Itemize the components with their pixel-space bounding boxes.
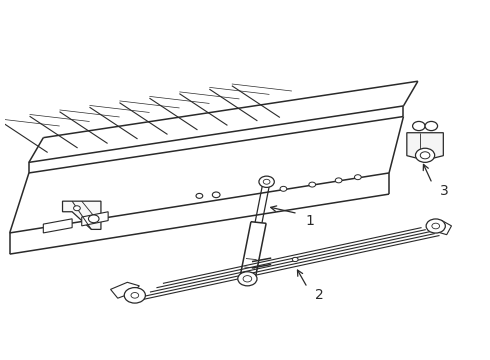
Circle shape: [212, 192, 220, 198]
Circle shape: [426, 219, 445, 233]
Circle shape: [89, 215, 99, 223]
Circle shape: [293, 257, 298, 262]
Circle shape: [309, 182, 316, 187]
Circle shape: [259, 176, 274, 188]
Text: 2: 2: [315, 288, 323, 302]
Circle shape: [74, 206, 80, 211]
Circle shape: [243, 276, 252, 282]
Text: 3: 3: [440, 184, 448, 198]
Circle shape: [420, 152, 430, 159]
Polygon shape: [435, 221, 451, 235]
Circle shape: [413, 121, 425, 131]
Circle shape: [280, 186, 287, 191]
Circle shape: [354, 175, 361, 180]
Circle shape: [131, 293, 139, 298]
Polygon shape: [407, 133, 443, 158]
Polygon shape: [82, 212, 108, 226]
Circle shape: [124, 288, 146, 303]
Circle shape: [335, 178, 342, 183]
Circle shape: [425, 121, 438, 131]
Polygon shape: [43, 219, 72, 233]
Polygon shape: [111, 282, 139, 298]
Circle shape: [263, 179, 270, 184]
Text: 1: 1: [305, 213, 314, 228]
Circle shape: [238, 272, 257, 286]
Circle shape: [416, 148, 435, 162]
Polygon shape: [63, 201, 101, 229]
Circle shape: [196, 193, 203, 198]
Circle shape: [432, 223, 440, 229]
